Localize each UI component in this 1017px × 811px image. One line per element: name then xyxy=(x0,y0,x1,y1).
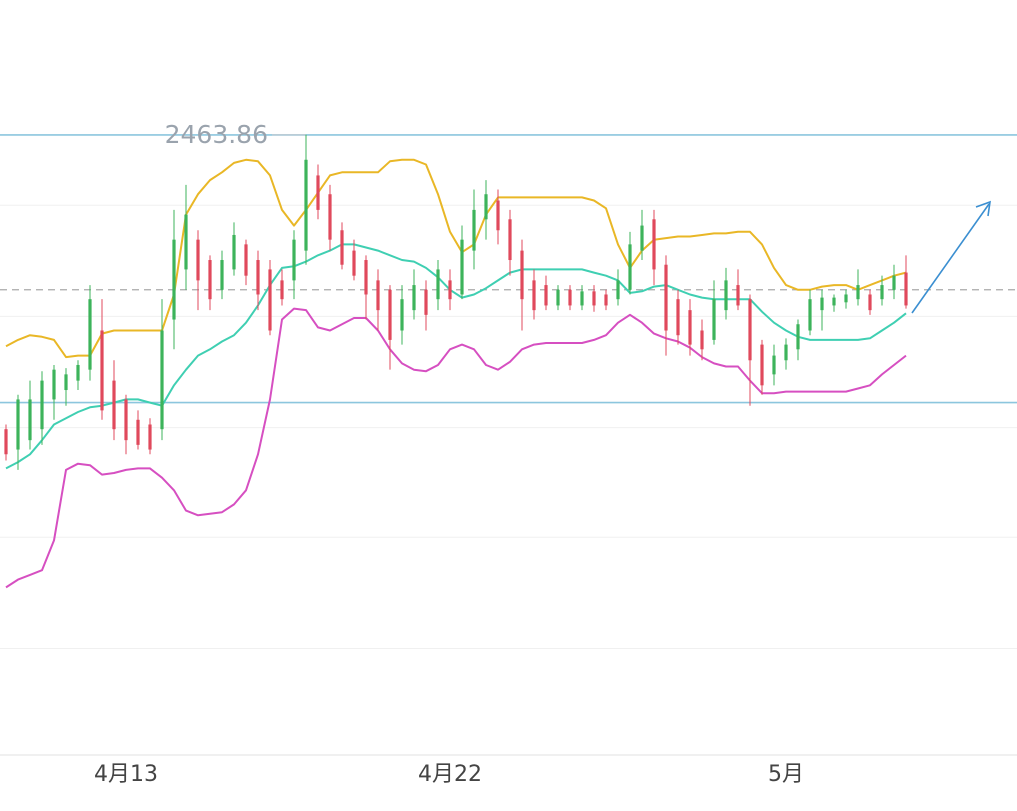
candle-body xyxy=(196,239,200,281)
candle-body xyxy=(748,299,752,361)
band-line xyxy=(5,307,907,589)
candle-body xyxy=(712,299,716,340)
candle-body xyxy=(436,269,440,300)
grid xyxy=(0,204,1017,649)
candle-body xyxy=(496,200,500,231)
candle-body xyxy=(892,275,896,290)
candle-body xyxy=(172,239,176,320)
candle-body xyxy=(448,280,452,300)
candle-body xyxy=(256,260,260,295)
candle-body xyxy=(472,209,476,251)
candle-body xyxy=(844,294,848,303)
candle-body xyxy=(340,230,344,265)
band-line xyxy=(5,243,907,470)
reference-lines: 2463.86 xyxy=(0,120,1017,404)
candle-body xyxy=(664,264,668,331)
labels: 4月13 4月22 5月 xyxy=(94,762,804,787)
candle-body xyxy=(760,344,764,386)
candle-body xyxy=(76,364,80,381)
candle-body xyxy=(220,260,224,290)
candle-body xyxy=(628,244,632,290)
candle-body xyxy=(640,225,644,251)
candle-body xyxy=(316,175,320,210)
bands xyxy=(5,158,907,589)
candle-body xyxy=(40,380,44,430)
candle-body xyxy=(352,250,356,276)
candle-body xyxy=(424,289,428,315)
candle-body xyxy=(508,219,512,261)
candle-body xyxy=(304,159,308,251)
candle-body xyxy=(688,310,692,345)
trend-arrow xyxy=(911,200,991,314)
candle-body xyxy=(460,239,464,295)
candle-body xyxy=(880,285,884,300)
price-label: 2463.86 xyxy=(165,120,268,149)
candle-body xyxy=(616,280,620,300)
candle-body xyxy=(100,330,104,411)
candle-body xyxy=(328,194,332,240)
candle-body xyxy=(400,299,404,331)
arrow-shaft xyxy=(911,203,990,314)
candle-body xyxy=(292,239,296,281)
candle-body xyxy=(160,330,164,430)
candles xyxy=(4,134,908,470)
candle-body xyxy=(724,280,728,311)
candle-body xyxy=(484,194,488,220)
candle-body xyxy=(796,324,800,350)
candle-body xyxy=(16,399,20,450)
candle-body xyxy=(556,289,560,306)
candle-body xyxy=(28,399,32,441)
candle-body xyxy=(544,285,548,306)
candle-body xyxy=(568,289,572,306)
candle-body xyxy=(676,299,680,336)
candle-body xyxy=(364,260,368,295)
band-line xyxy=(5,158,907,359)
candle-body xyxy=(592,291,596,306)
candle-body xyxy=(868,294,872,311)
candle-body xyxy=(280,280,284,300)
candle-body xyxy=(244,244,248,276)
arrow-head xyxy=(975,200,991,217)
candle-body xyxy=(124,399,128,441)
candle-body xyxy=(148,424,152,450)
candle-body xyxy=(520,250,524,300)
candle-body xyxy=(412,285,416,311)
candle-body xyxy=(772,355,776,375)
candle-body xyxy=(784,344,788,361)
candle-body xyxy=(376,280,380,311)
candle-body xyxy=(268,269,272,331)
x-tick-label: 4月13 xyxy=(94,762,158,787)
candle-body xyxy=(136,419,140,445)
candle-body xyxy=(52,369,56,400)
candle-body xyxy=(736,285,740,306)
candle-body xyxy=(820,297,824,311)
candle-body xyxy=(904,272,908,306)
candle-body xyxy=(604,294,608,306)
x-tick-label: 5月 xyxy=(768,762,804,787)
candle-body xyxy=(4,429,8,455)
candle-body xyxy=(208,260,212,300)
candle-body xyxy=(832,297,836,306)
candle-body xyxy=(112,380,116,430)
candle-body xyxy=(808,299,812,331)
candle-body xyxy=(184,214,188,270)
candle-body xyxy=(232,234,236,270)
candle-body xyxy=(388,289,392,340)
candle-body xyxy=(580,291,584,306)
candle-body xyxy=(532,280,536,311)
candle-body xyxy=(88,299,92,370)
x-tick-label: 4月22 xyxy=(418,762,482,787)
candle-body xyxy=(652,219,656,270)
candle-body xyxy=(64,374,68,391)
candle-body xyxy=(700,330,704,350)
candle-body xyxy=(856,285,860,300)
